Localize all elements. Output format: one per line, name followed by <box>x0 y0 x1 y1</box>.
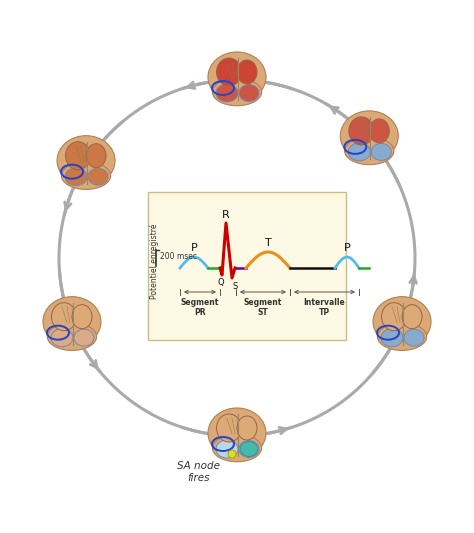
Ellipse shape <box>402 305 422 329</box>
Text: Intervalle
TP: Intervalle TP <box>304 298 346 317</box>
Ellipse shape <box>208 408 266 458</box>
Ellipse shape <box>52 303 76 330</box>
Ellipse shape <box>216 440 238 458</box>
Ellipse shape <box>72 305 92 329</box>
Ellipse shape <box>239 440 259 457</box>
Ellipse shape <box>377 323 427 350</box>
Ellipse shape <box>217 58 241 86</box>
Ellipse shape <box>216 84 238 102</box>
Circle shape <box>228 450 236 458</box>
Ellipse shape <box>62 162 111 189</box>
Ellipse shape <box>373 297 431 346</box>
Text: S: S <box>232 282 237 291</box>
Ellipse shape <box>239 85 259 101</box>
Ellipse shape <box>74 329 94 346</box>
Text: 200 msec: 200 msec <box>160 252 197 261</box>
Ellipse shape <box>43 297 101 346</box>
Ellipse shape <box>88 168 108 185</box>
FancyBboxPatch shape <box>148 192 346 340</box>
Ellipse shape <box>382 303 407 330</box>
Ellipse shape <box>47 323 97 350</box>
Ellipse shape <box>208 52 266 102</box>
Ellipse shape <box>217 414 241 442</box>
Text: Q: Q <box>218 278 224 287</box>
Ellipse shape <box>381 329 403 346</box>
Text: Segment
PR: Segment PR <box>181 298 219 317</box>
Ellipse shape <box>65 168 87 185</box>
Ellipse shape <box>404 329 424 346</box>
Ellipse shape <box>237 416 257 440</box>
Text: Segment
ST: Segment ST <box>244 298 282 317</box>
Ellipse shape <box>212 78 262 106</box>
Text: Potentiel enregistré: Potentiel enregistré <box>149 223 159 299</box>
Text: T: T <box>264 238 272 248</box>
Text: P: P <box>344 243 350 253</box>
Ellipse shape <box>349 117 374 145</box>
Text: R: R <box>222 210 230 220</box>
Ellipse shape <box>369 119 389 143</box>
Ellipse shape <box>212 434 262 462</box>
Ellipse shape <box>65 142 91 169</box>
Ellipse shape <box>57 136 115 185</box>
Text: SA node
fires: SA node fires <box>177 461 220 483</box>
Ellipse shape <box>340 111 398 161</box>
Ellipse shape <box>240 441 258 456</box>
Ellipse shape <box>237 60 257 84</box>
Ellipse shape <box>348 143 370 161</box>
Ellipse shape <box>345 137 394 165</box>
Ellipse shape <box>86 144 106 168</box>
Ellipse shape <box>371 143 391 160</box>
Ellipse shape <box>51 329 73 346</box>
Text: P: P <box>191 243 197 253</box>
